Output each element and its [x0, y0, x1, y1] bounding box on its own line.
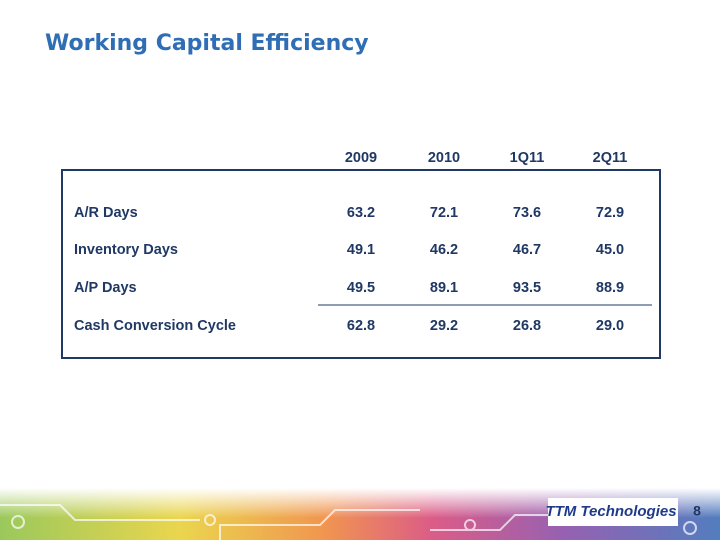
cell-value: 88.9 — [596, 280, 624, 296]
column-header: 2009 — [345, 150, 377, 166]
row-label: Inventory Days — [74, 242, 178, 258]
cell-value: 29.2 — [430, 318, 458, 334]
logo: TTM Technologies — [545, 503, 676, 520]
cell-value: 26.8 — [513, 318, 541, 334]
cell-value: 73.6 — [513, 205, 541, 221]
row-label: Cash Conversion Cycle — [74, 318, 236, 334]
cell-value: 63.2 — [347, 205, 375, 221]
cell-value: 49.5 — [347, 280, 375, 296]
cell-value: 29.0 — [596, 318, 624, 334]
cell-value: 72.1 — [430, 205, 458, 221]
table: 2009 2010 1Q11 2Q11 A/R Days 63.2 72.1 73.6 72.9… — [74, 150, 627, 334]
column-header: 2010 — [428, 150, 460, 166]
cell-value: 62.8 — [347, 318, 375, 334]
cell-value: 93.5 — [513, 280, 541, 296]
row-label: A/P Days — [74, 280, 137, 296]
cell-value: 49.1 — [347, 242, 375, 258]
cell-value: 45.0 — [596, 242, 624, 258]
column-header: 2Q11 — [593, 150, 628, 166]
cell-value: 46.2 — [430, 242, 458, 258]
column-header: 1Q11 — [510, 150, 545, 166]
cell-value: 46.7 — [513, 242, 541, 258]
table-box — [61, 169, 661, 359]
cell-value: 72.9 — [596, 205, 624, 221]
slide-title: Working Capital Efficiency — [45, 31, 369, 56]
row-label: A/R Days — [74, 205, 138, 221]
page-number: 8 — [693, 503, 701, 519]
footer-strip — [0, 488, 720, 540]
cell-value: 89.1 — [430, 280, 458, 296]
